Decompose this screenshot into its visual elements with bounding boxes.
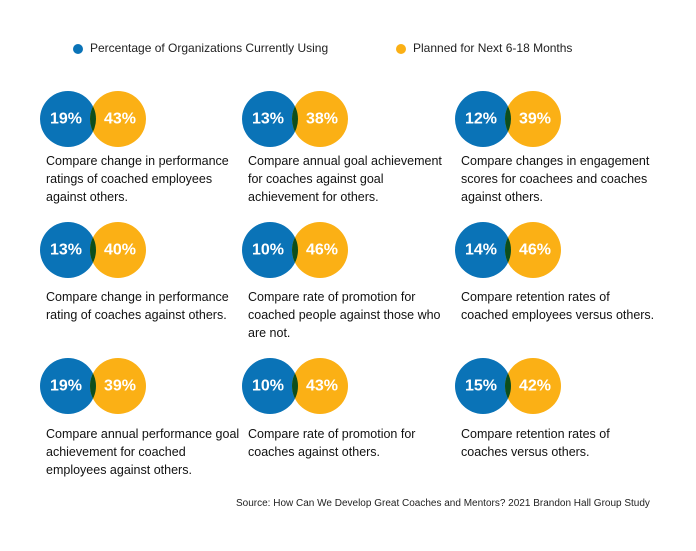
value-label: 42%	[519, 378, 551, 395]
description: Compare change in performance rating of …	[46, 290, 229, 322]
legend-marker	[396, 44, 406, 54]
value-label: 40%	[104, 242, 136, 259]
description: Compare annual goal achievement for coac…	[248, 154, 442, 204]
value-label: 19%	[50, 111, 82, 128]
description: Compare retention rates of coached emplo…	[461, 290, 655, 322]
venn-circle	[455, 91, 511, 147]
value-label: 39%	[104, 378, 136, 395]
value-label: 14%	[465, 242, 497, 259]
venn-circle	[90, 358, 146, 414]
venn-circle	[292, 358, 348, 414]
value-label: 39%	[519, 111, 551, 128]
venn-circle	[242, 222, 298, 278]
venn-circle	[40, 222, 96, 278]
venn-circle	[455, 222, 511, 278]
value-label: 13%	[252, 111, 284, 128]
description: Compare annual performance goal achievem…	[46, 427, 240, 477]
venn-circle	[292, 91, 348, 147]
venn-circle	[90, 91, 146, 147]
source: Source: How Can We Develop Great Coaches…	[236, 498, 650, 509]
venn-circle	[505, 91, 561, 147]
venn-circle	[40, 358, 96, 414]
venn-circle	[505, 222, 561, 278]
legend-marker	[73, 44, 83, 54]
value-label: 12%	[465, 111, 497, 128]
value-label: 46%	[306, 242, 338, 259]
description: Compare rate of promotion for coached pe…	[248, 290, 441, 340]
value-label: 13%	[50, 242, 82, 259]
value-label: 10%	[252, 378, 284, 395]
description: Compare change in performance ratings of…	[46, 154, 229, 204]
description: Compare rate of promotion for coaches ag…	[248, 427, 416, 459]
venn-circle	[292, 222, 348, 278]
venn-circle	[90, 222, 146, 278]
value-label: 38%	[306, 111, 338, 128]
value-label: 15%	[465, 378, 497, 395]
value-label: 43%	[104, 111, 136, 128]
venn-circle	[40, 91, 96, 147]
legend-label: Percentage of Organizations Currently Us…	[90, 41, 329, 55]
value-label: 46%	[519, 242, 551, 259]
description: Compare changes in engagement scores for…	[461, 154, 650, 204]
value-label: 10%	[252, 242, 284, 259]
legend-label: Planned for Next 6-18 Months	[413, 41, 573, 55]
venn-circle	[455, 358, 511, 414]
value-label: 43%	[306, 378, 338, 395]
venn-circle	[505, 358, 561, 414]
description: Compare retention rates of coaches versu…	[461, 427, 610, 459]
venn-circle	[242, 358, 298, 414]
value-label: 19%	[50, 378, 82, 395]
venn-circle	[242, 91, 298, 147]
